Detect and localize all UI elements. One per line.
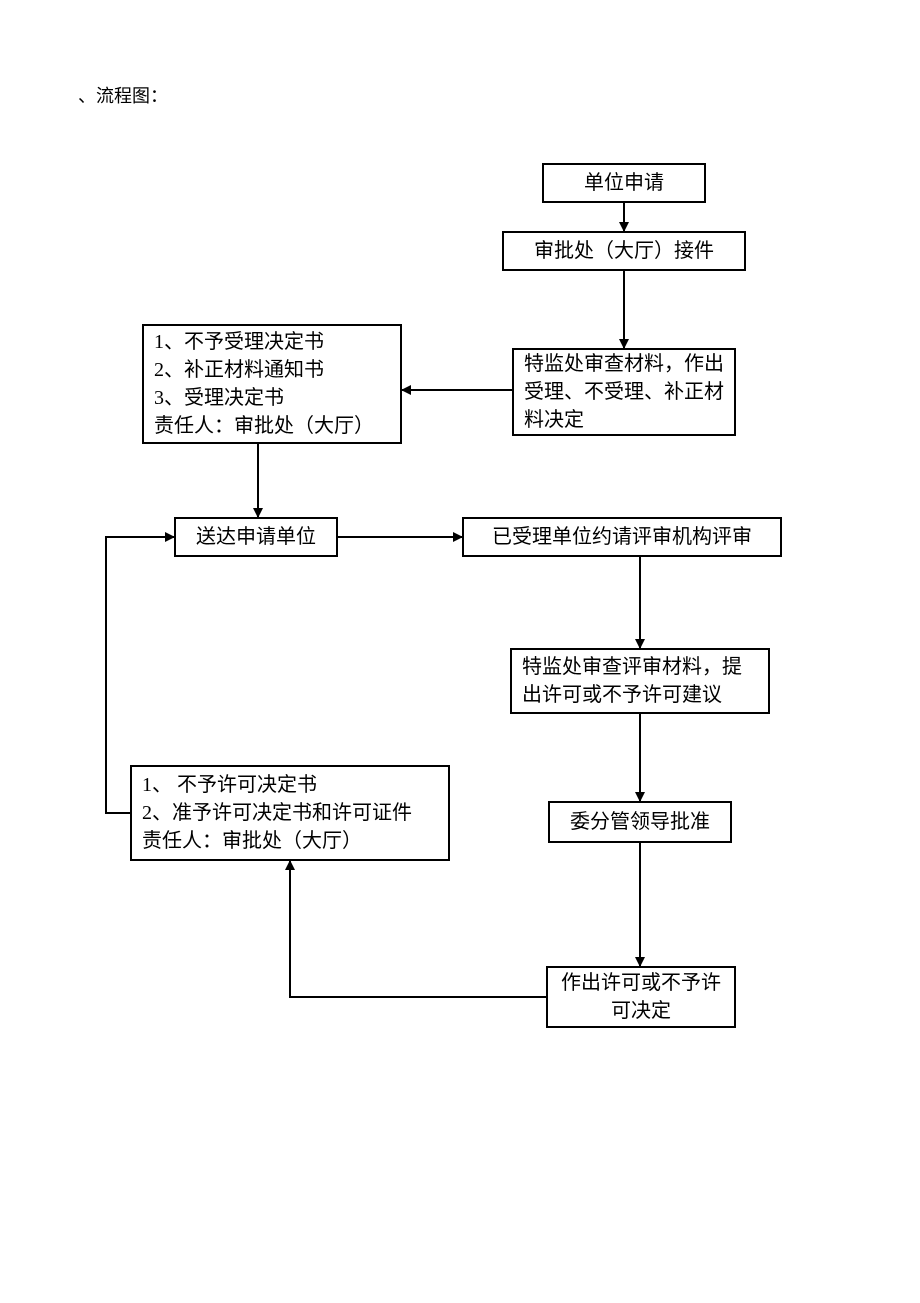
- flowchart-node-n1: 单位申请: [542, 163, 706, 203]
- page-title: 、流程图：: [78, 82, 168, 108]
- flowchart-node-n7: 特监处审查评审材料，提出许可或不予许可建议: [510, 648, 770, 714]
- flowchart-node-n5: 送达申请单位: [174, 517, 338, 557]
- flowchart-node-n6: 已受理单位约请评审机构评审: [462, 517, 782, 557]
- flowchart-edge-8: [290, 861, 546, 997]
- flowchart-node-n2: 审批处（大厅）接件: [502, 231, 746, 271]
- flowchart-edges: [0, 0, 920, 1303]
- flowchart-node-n8: 委分管领导批准: [548, 801, 732, 843]
- flowchart-node-n9: 1、 不予许可决定书2、准予许可决定书和许可证件责任人：审批处（大厅）: [130, 765, 450, 861]
- flowchart-node-n4: 1、不予受理决定书2、补正材料通知书3、受理决定书责任人：审批处（大厅）: [142, 324, 402, 444]
- flowchart-node-n10: 作出许可或不予许可决定: [546, 966, 736, 1028]
- flowchart-node-n3: 特监处审查材料，作出受理、不受理、补正材料决定: [512, 348, 736, 436]
